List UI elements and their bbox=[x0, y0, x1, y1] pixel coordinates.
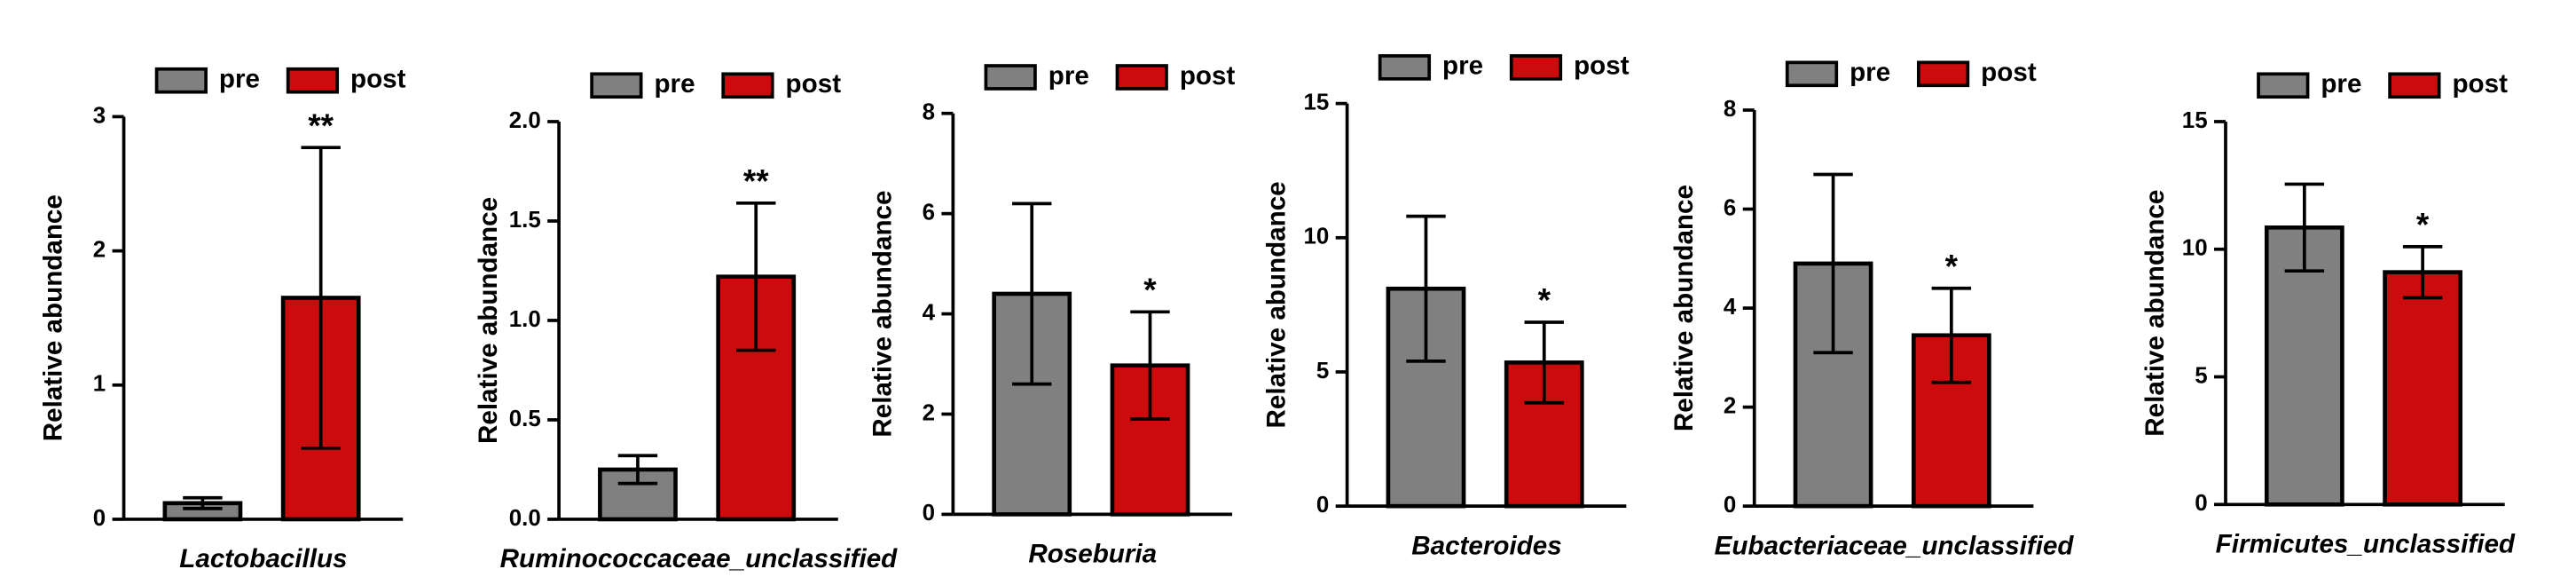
legend-label: post bbox=[1180, 61, 1236, 91]
y-axis-label: Relative abundance bbox=[1669, 185, 1699, 431]
y-tick-label: 0.0 bbox=[509, 506, 541, 531]
y-tick-label: 10 bbox=[2182, 236, 2208, 261]
y-tick-label: 2.0 bbox=[509, 108, 541, 133]
legend-swatch bbox=[984, 64, 1037, 91]
y-tick-label: 4 bbox=[1724, 295, 1737, 320]
legend-swatch bbox=[1378, 54, 1432, 81]
y-tick-label: 6 bbox=[1724, 195, 1736, 220]
y-tick-label: 0 bbox=[1724, 493, 1736, 518]
significance: ** bbox=[308, 107, 334, 144]
x-axis-label: Eubacteriaceae_unclassified bbox=[1715, 531, 2075, 560]
significance: * bbox=[1143, 271, 1157, 308]
y-tick-label: 0.5 bbox=[509, 407, 541, 431]
legend-label: post bbox=[350, 65, 406, 94]
legend-swatch bbox=[2257, 72, 2310, 99]
bar bbox=[2383, 270, 2463, 507]
legend-swatch bbox=[286, 67, 340, 94]
bar bbox=[2264, 225, 2344, 507]
significance: * bbox=[2416, 205, 2430, 242]
legend-label: pre bbox=[2321, 69, 2361, 99]
y-tick-label: 15 bbox=[1303, 90, 1329, 115]
legend-label: pre bbox=[1442, 51, 1483, 81]
y-tick-label: 2 bbox=[1724, 393, 1736, 418]
legend-swatch bbox=[1785, 60, 1839, 88]
y-tick-label: 3 bbox=[93, 103, 106, 128]
x-axis-label: Bacteroides bbox=[1411, 531, 1562, 560]
legend-label: pre bbox=[1850, 58, 1890, 87]
y-tick-label: 0 bbox=[923, 501, 935, 526]
legend-label: post bbox=[1574, 51, 1630, 81]
y-tick-label: 2 bbox=[923, 400, 935, 425]
y-tick-label: 0 bbox=[1316, 493, 1329, 518]
significance: * bbox=[1945, 247, 1959, 284]
legend-swatch bbox=[590, 72, 643, 99]
legend-label: post bbox=[1981, 58, 2037, 87]
y-tick-label: 5 bbox=[1316, 359, 1329, 383]
y-tick-label: 0 bbox=[2195, 491, 2207, 516]
y-tick-label: 8 bbox=[923, 100, 935, 125]
y-tick-label: 8 bbox=[1724, 97, 1736, 122]
legend-label: post bbox=[786, 69, 842, 99]
y-tick-label: 2 bbox=[93, 237, 106, 262]
y-axis-label: Relative abundance bbox=[868, 191, 897, 438]
y-tick-label: 4 bbox=[923, 300, 936, 325]
y-tick-label: 1.0 bbox=[509, 307, 541, 332]
x-axis-label: Ruminococcaceae_unclassified bbox=[500, 544, 899, 573]
x-axis-label: Firmicutes_unclassified bbox=[2216, 529, 2516, 558]
legend-swatch bbox=[721, 72, 774, 99]
legend-swatch bbox=[1916, 60, 1970, 88]
legend-label: pre bbox=[219, 65, 260, 94]
y-tick-label: 1.5 bbox=[509, 208, 541, 233]
y-axis-label: Relative abundance bbox=[2140, 190, 2170, 437]
legend-swatch bbox=[1509, 54, 1563, 81]
legend-label: pre bbox=[654, 69, 695, 99]
legend-label: post bbox=[2452, 69, 2508, 99]
legend-swatch bbox=[154, 67, 208, 94]
y-tick-label: 0 bbox=[93, 506, 106, 531]
legend-label: pre bbox=[1048, 61, 1089, 91]
y-tick-label: 5 bbox=[2195, 363, 2207, 388]
y-axis-label: Relative abundance bbox=[39, 194, 68, 441]
y-tick-label: 6 bbox=[923, 200, 935, 225]
y-tick-label: 1 bbox=[93, 372, 106, 397]
significance: ** bbox=[743, 162, 769, 199]
legend-swatch bbox=[2388, 72, 2441, 99]
y-axis-label: Relative abundance bbox=[474, 197, 503, 444]
y-tick-label: 15 bbox=[2182, 108, 2208, 133]
legend-swatch bbox=[1115, 64, 1168, 91]
significance: * bbox=[1538, 281, 1551, 319]
y-tick-label: 10 bbox=[1303, 225, 1329, 249]
x-axis-label: Lactobacillus bbox=[179, 544, 347, 573]
x-axis-label: Roseburia bbox=[1028, 540, 1157, 569]
y-axis-label: Relative abundance bbox=[1262, 181, 1292, 428]
